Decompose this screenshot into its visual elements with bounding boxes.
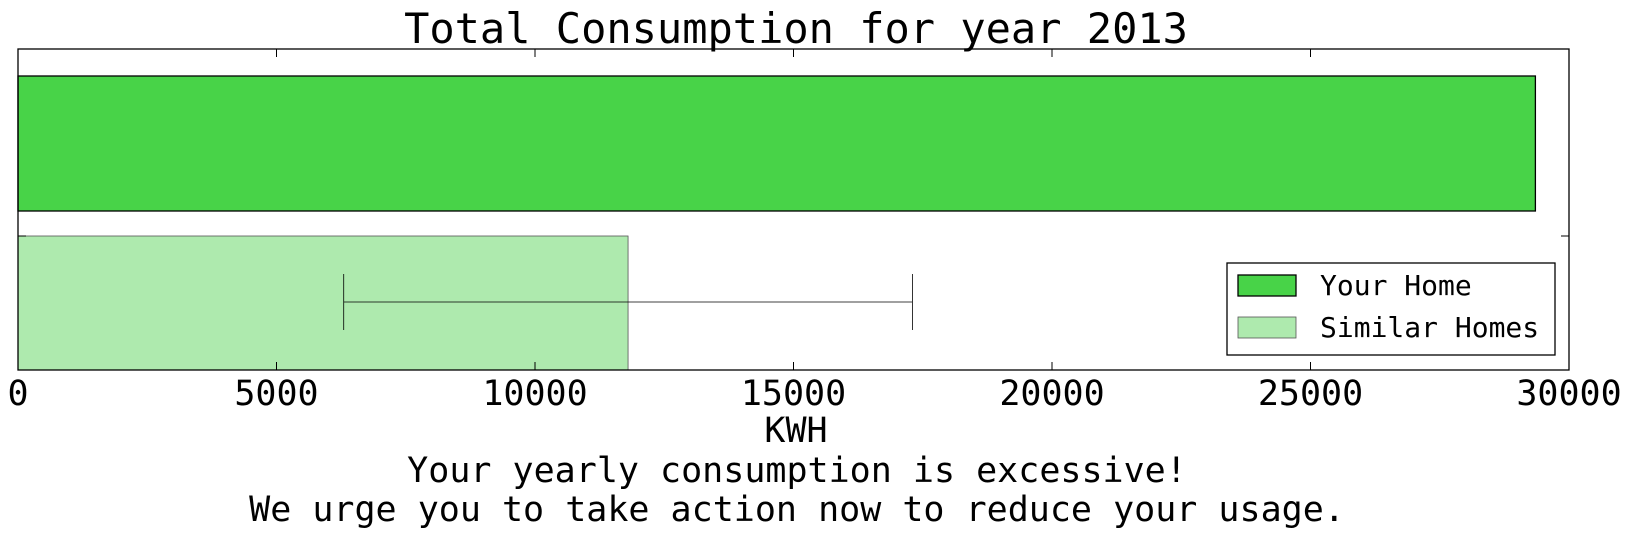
message-line-2: We urge you to take action now to reduce… [249,490,1345,530]
x-tick-label: 10000 [482,374,587,414]
legend: Your Home Similar Homes [1226,262,1556,356]
x-tick-label: 15000 [741,374,846,414]
bar-similar-homes [17,235,629,371]
legend-swatch-your-home [1237,274,1297,297]
x-axis-label: KWH [764,411,827,451]
legend-swatch-similar-homes [1237,316,1297,339]
x-tick-label: 20000 [999,374,1104,414]
legend-label-your-home: Your Home [1320,269,1472,302]
x-tick-label: 5000 [234,374,318,414]
message-line-1: Your yearly consumption is excessive! [407,451,1187,491]
x-tick-label: 25000 [1258,374,1363,414]
x-tick-label: 30000 [1516,374,1621,414]
chart-title: Total Consumption for year 2013 [404,4,1188,53]
legend-label-similar-homes: Similar Homes [1320,311,1539,344]
bar-your-home [17,75,1537,212]
x-tick-label: 0 [7,374,28,414]
